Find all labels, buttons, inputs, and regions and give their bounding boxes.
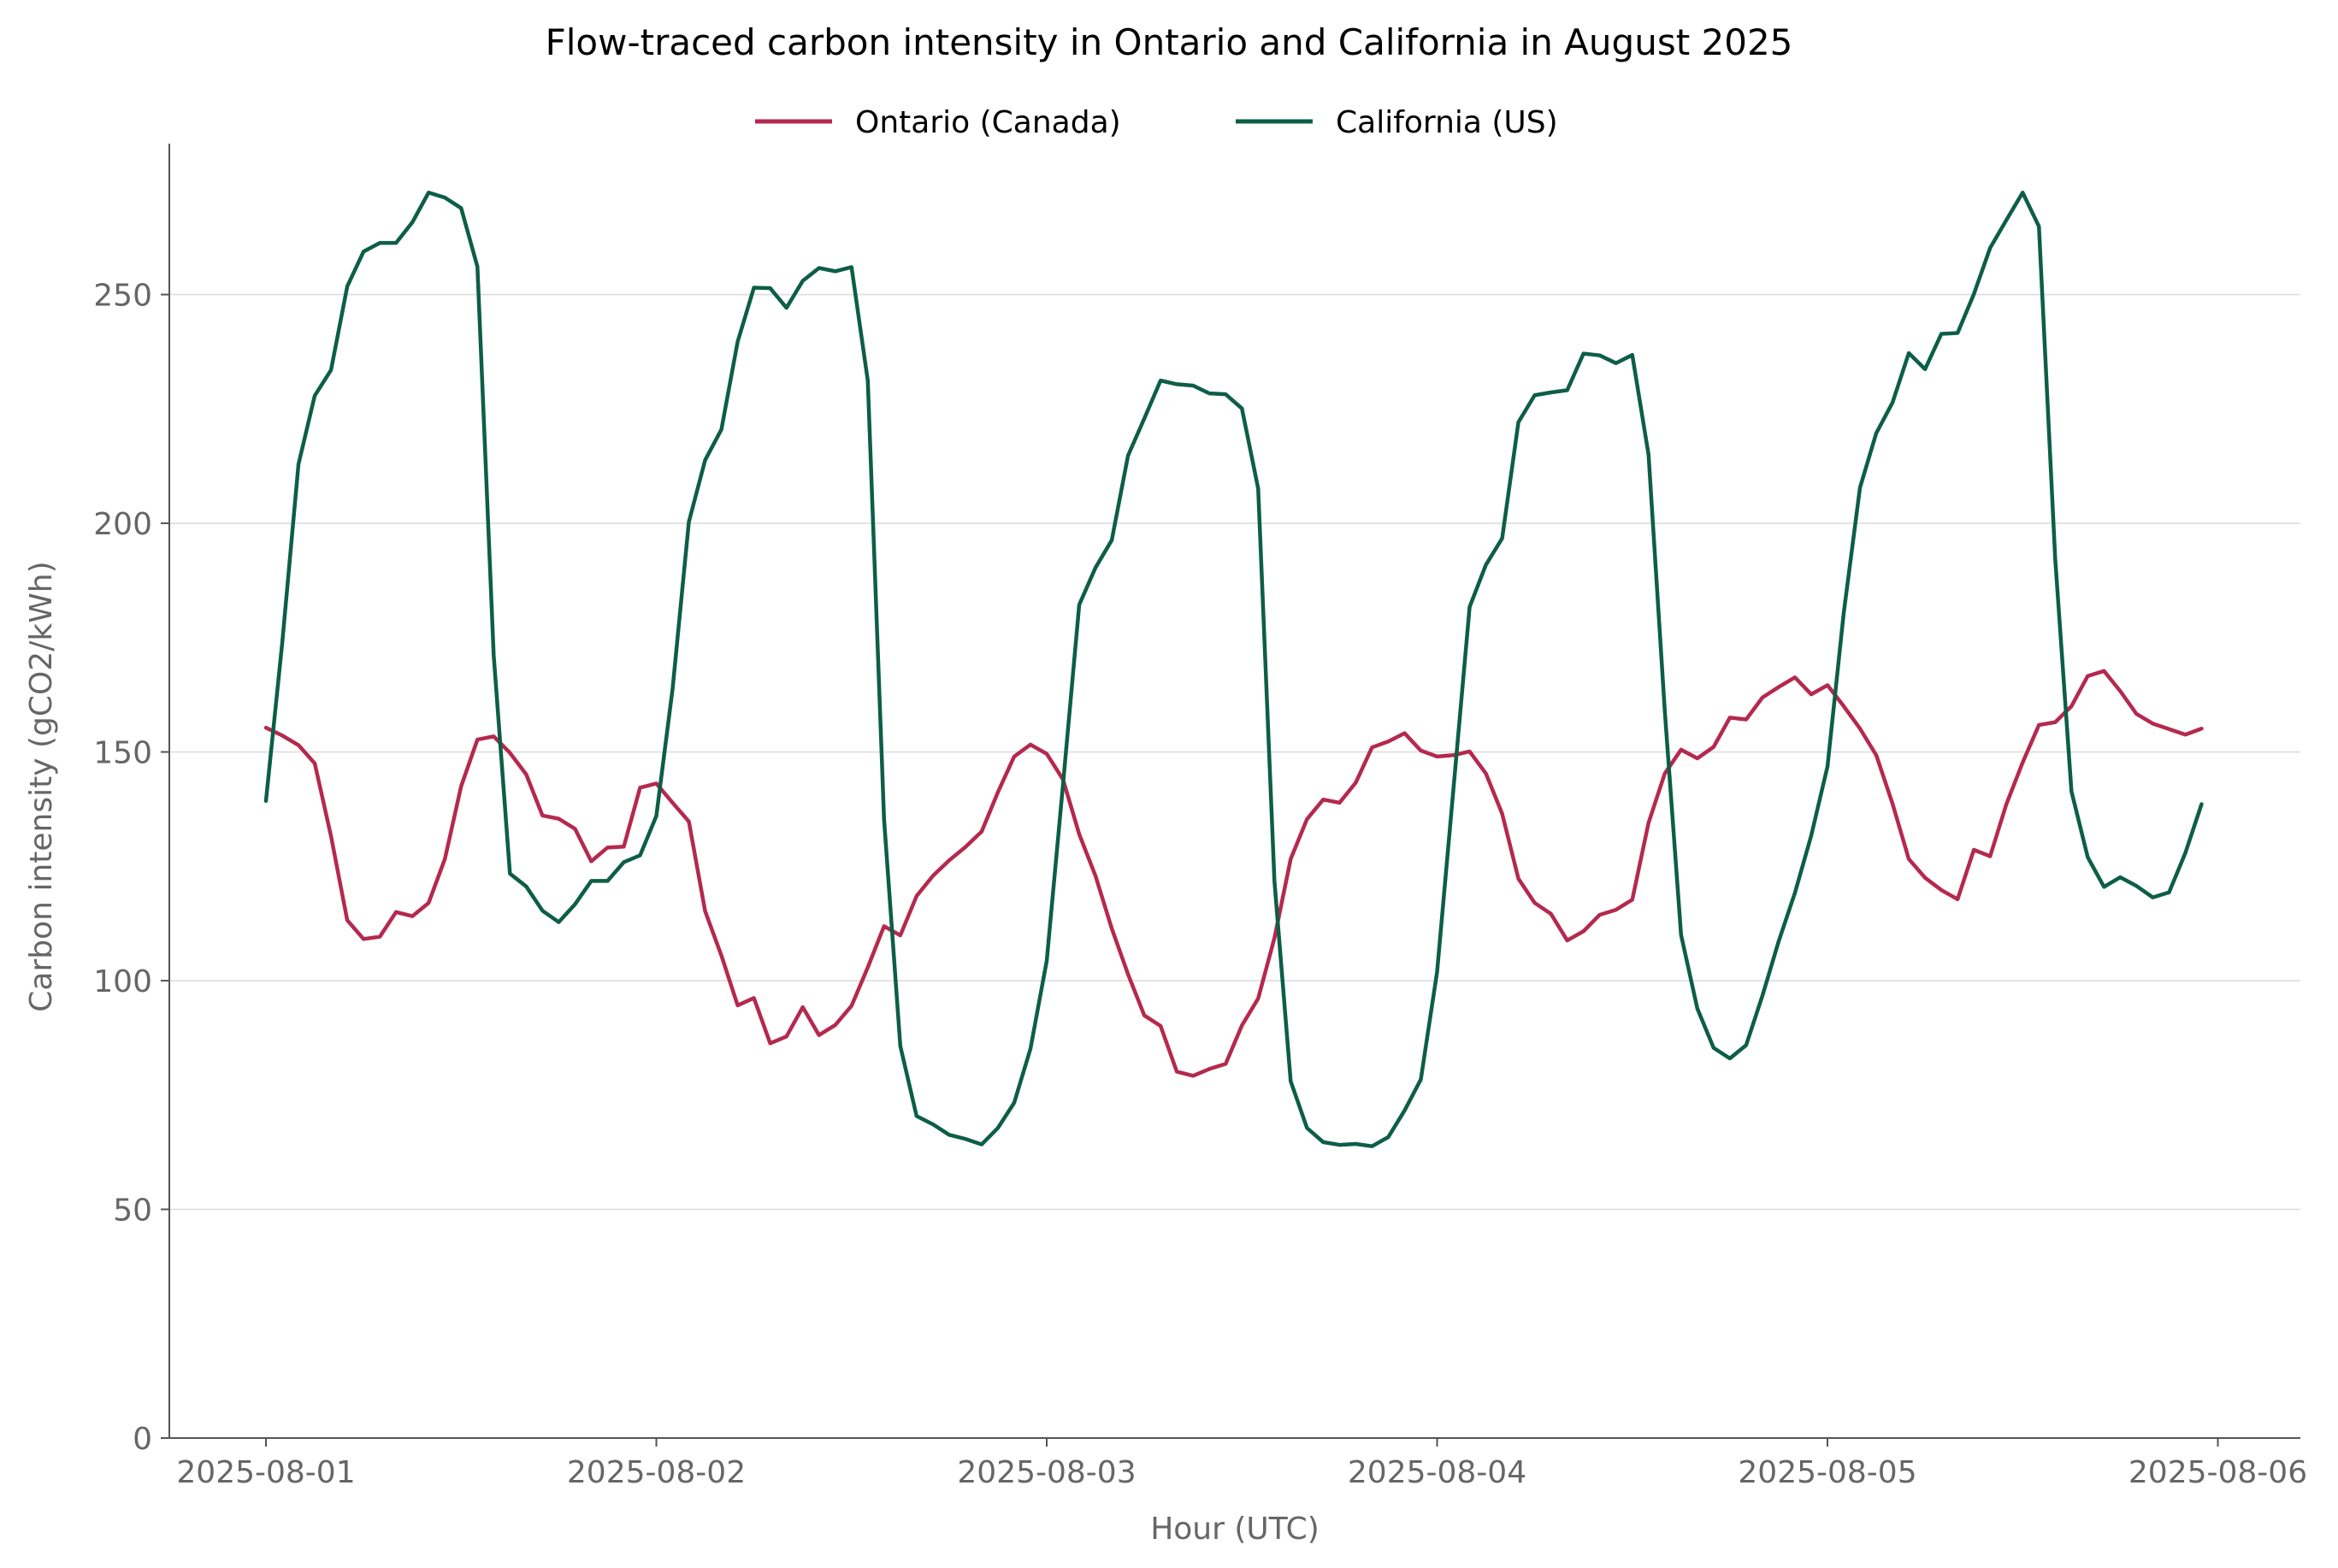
y-tick-label: 100 [93, 964, 152, 999]
x-tick-label: 2025-08-02 [567, 1455, 746, 1490]
legend-label-california: California (US) [1336, 105, 1558, 140]
x-tick-label: 2025-08-01 [176, 1455, 355, 1490]
series-lines [263, 190, 2204, 1148]
x-tick-label: 2025-08-06 [2128, 1455, 2307, 1490]
axes: 0 50 100 150 200 250 2025-08-01 2025-08-02 2025-… [93, 144, 2307, 1490]
x-tick-label: 2025-08-05 [1738, 1455, 1916, 1490]
x-axis-label: Hour (UTC) [1150, 1512, 1320, 1547]
y-tick-label: 0 [133, 1422, 152, 1457]
y-tick-label: 50 [113, 1194, 152, 1229]
gridlines [169, 293, 2300, 1211]
y-axis-label: Carbon intensity (gCO2/kWh) [24, 561, 59, 1011]
series-line-california [263, 190, 2204, 1148]
legend-label-ontario: Ontario (Canada) [855, 105, 1121, 140]
x-tick-label: 2025-08-03 [957, 1455, 1136, 1490]
legend: Ontario (Canada) California (US) [755, 105, 1558, 140]
y-tick-label: 200 [93, 507, 152, 542]
y-tick-label: 250 [93, 279, 152, 314]
x-tick-label: 2025-08-04 [1348, 1455, 1526, 1490]
y-tick-label: 150 [93, 736, 152, 771]
chart-title: Flow-traced carbon intensity in Ontario … [546, 21, 1793, 63]
series-line-ontario [263, 669, 2204, 1078]
